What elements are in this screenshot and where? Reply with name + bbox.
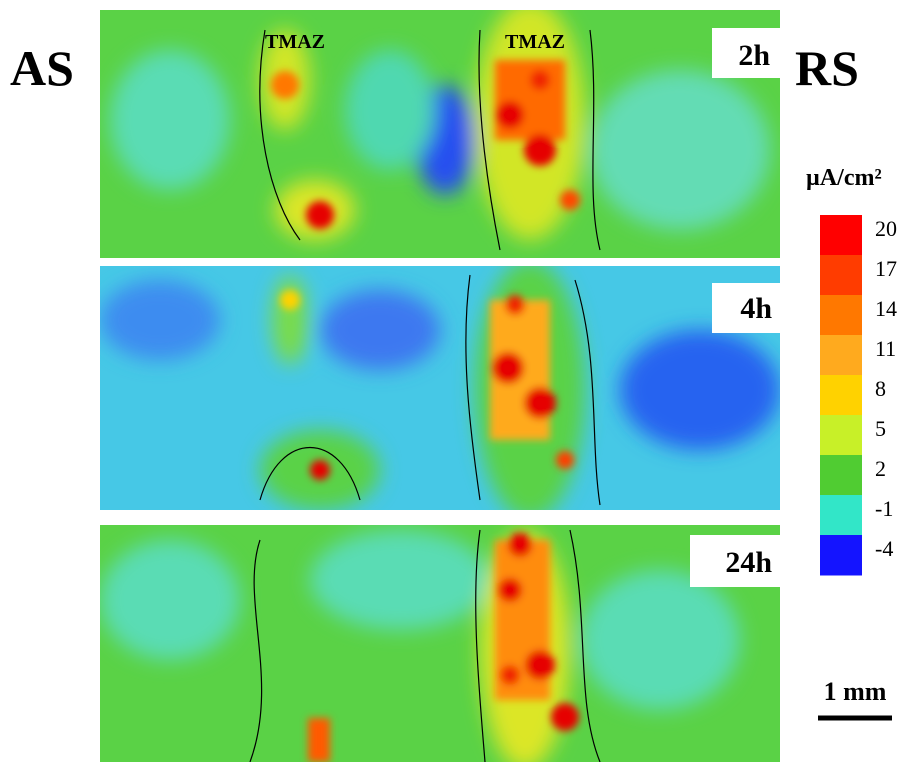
colorbar: 20 17 14 11 8 5 2 -1 -4 [820, 215, 897, 576]
panel-label: 2h [738, 39, 770, 72]
map-4h [100, 266, 780, 510]
colorbar-tick-label: 2 [875, 456, 886, 481]
colorbar-tick-label: 8 [875, 376, 886, 401]
scale-bar-label: 1 mm [824, 677, 887, 706]
colorbar-tick-label: -4 [875, 536, 893, 561]
zone-label: TMAZ [505, 31, 565, 53]
zone-label: TMAZ [265, 31, 325, 53]
side-label: AS [10, 40, 74, 96]
label-box [712, 283, 780, 333]
side-label: RS [795, 40, 859, 96]
colorbar-unit: µA/cm² [806, 165, 882, 191]
colorbar-bin [820, 335, 862, 376]
colorbar-bin [820, 295, 862, 336]
colorbar-tick-label: -1 [875, 496, 893, 521]
colorbar-tick-label: 20 [875, 216, 897, 241]
colorbar-bin [820, 375, 862, 416]
label-box [690, 535, 780, 587]
colorbar-tick-label: 11 [875, 336, 896, 361]
colorbar-bin [820, 455, 862, 496]
colorbar-bin [820, 495, 862, 536]
panel-label: 24h [725, 546, 772, 579]
colorbar-tick-label: 14 [875, 296, 897, 321]
colorbar-tick-label: 5 [875, 416, 886, 441]
colorbar-bin [820, 215, 862, 256]
colorbar-bin [820, 535, 862, 576]
panel-label: 4h [740, 292, 772, 325]
colorbar-tick-label: 17 [875, 256, 897, 281]
map-24h [100, 525, 780, 762]
map-2h [100, 10, 780, 258]
label-box [712, 28, 784, 78]
colorbar-bin [820, 415, 862, 456]
colorbar-bin [820, 255, 862, 296]
